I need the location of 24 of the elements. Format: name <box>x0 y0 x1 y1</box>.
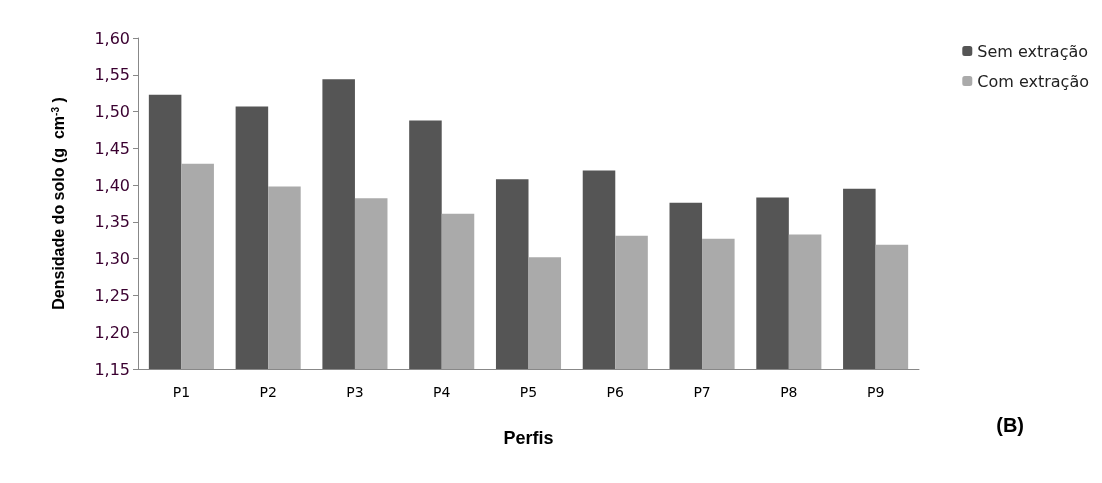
x-tick-label: P3 <box>346 384 364 400</box>
text: (B) <box>996 414 1024 436</box>
x-tick-label: P4 <box>433 384 451 400</box>
x-tick-label: P5 <box>519 384 538 400</box>
y-tick-label: 1,35 <box>94 212 130 232</box>
y-tick-label: 1,25 <box>94 285 130 305</box>
x-tick-label: P6 <box>606 384 625 400</box>
x-tick-label: P1 <box>172 384 191 400</box>
x-axis-title: Perfis <box>503 428 554 448</box>
x-tick-label: P9 <box>866 384 885 400</box>
y-tick-label: 1,15 <box>94 359 130 379</box>
y-tick-label: 1,40 <box>94 175 130 195</box>
y-tick-label: 1,50 <box>94 102 130 122</box>
legend-label: Com extração <box>977 71 1090 91</box>
y-tick-label: 1,55 <box>94 65 130 85</box>
y-tick-label: 1,45 <box>94 138 130 158</box>
x-tick-label: P8 <box>780 384 798 400</box>
x-tick-label: P2 <box>259 384 277 400</box>
y-tick-label: 1,60 <box>94 28 130 48</box>
legend-label: Sem extração <box>977 41 1089 61</box>
y-tick-label: 1,20 <box>94 322 130 342</box>
x-tick-label: P7 <box>693 384 711 400</box>
y-axis-title: Densidade do solo (g cm-3 ) <box>49 97 67 310</box>
y-tick-label: 1,30 <box>94 249 130 269</box>
